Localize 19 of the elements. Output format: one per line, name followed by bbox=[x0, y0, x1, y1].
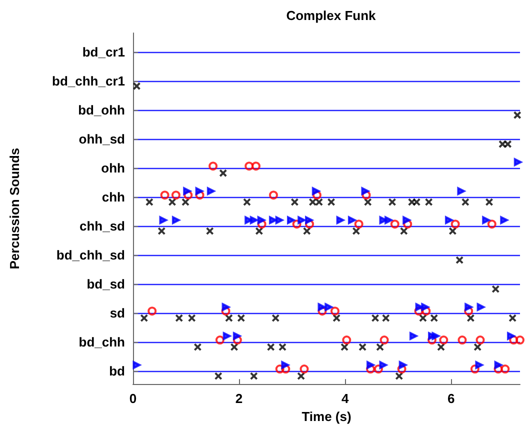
y-axis-title: Percussion Sounds bbox=[7, 148, 22, 270]
y-tick-label: ohh_sd bbox=[78, 132, 126, 147]
y-tick-label: bd bbox=[109, 364, 126, 379]
y-tick-label: chh_sd bbox=[79, 218, 126, 234]
y-tick-label: bd_cr1 bbox=[82, 44, 125, 60]
y-tick-label: bd_chh_sd bbox=[56, 248, 126, 263]
y-tick-label: chh bbox=[102, 190, 126, 205]
y-tick-label: bd_ohh bbox=[78, 102, 126, 118]
x-tick-label: 0 bbox=[129, 391, 137, 406]
y-tick-label: bd_chh_cr1 bbox=[52, 74, 125, 89]
y-tick-label: bd_sd bbox=[86, 276, 126, 292]
x-axis-title: Time (s) bbox=[302, 409, 352, 424]
x-tick-label: 2 bbox=[235, 391, 243, 406]
y-tick-label: ohh bbox=[101, 160, 126, 176]
x-tick-label: 6 bbox=[447, 391, 455, 406]
y-tick-label: sd bbox=[110, 306, 126, 321]
chart-title: Complex Funk bbox=[286, 8, 377, 23]
x-tick-label: 4 bbox=[341, 391, 350, 406]
y-tick-label: bd_chh bbox=[78, 334, 126, 350]
